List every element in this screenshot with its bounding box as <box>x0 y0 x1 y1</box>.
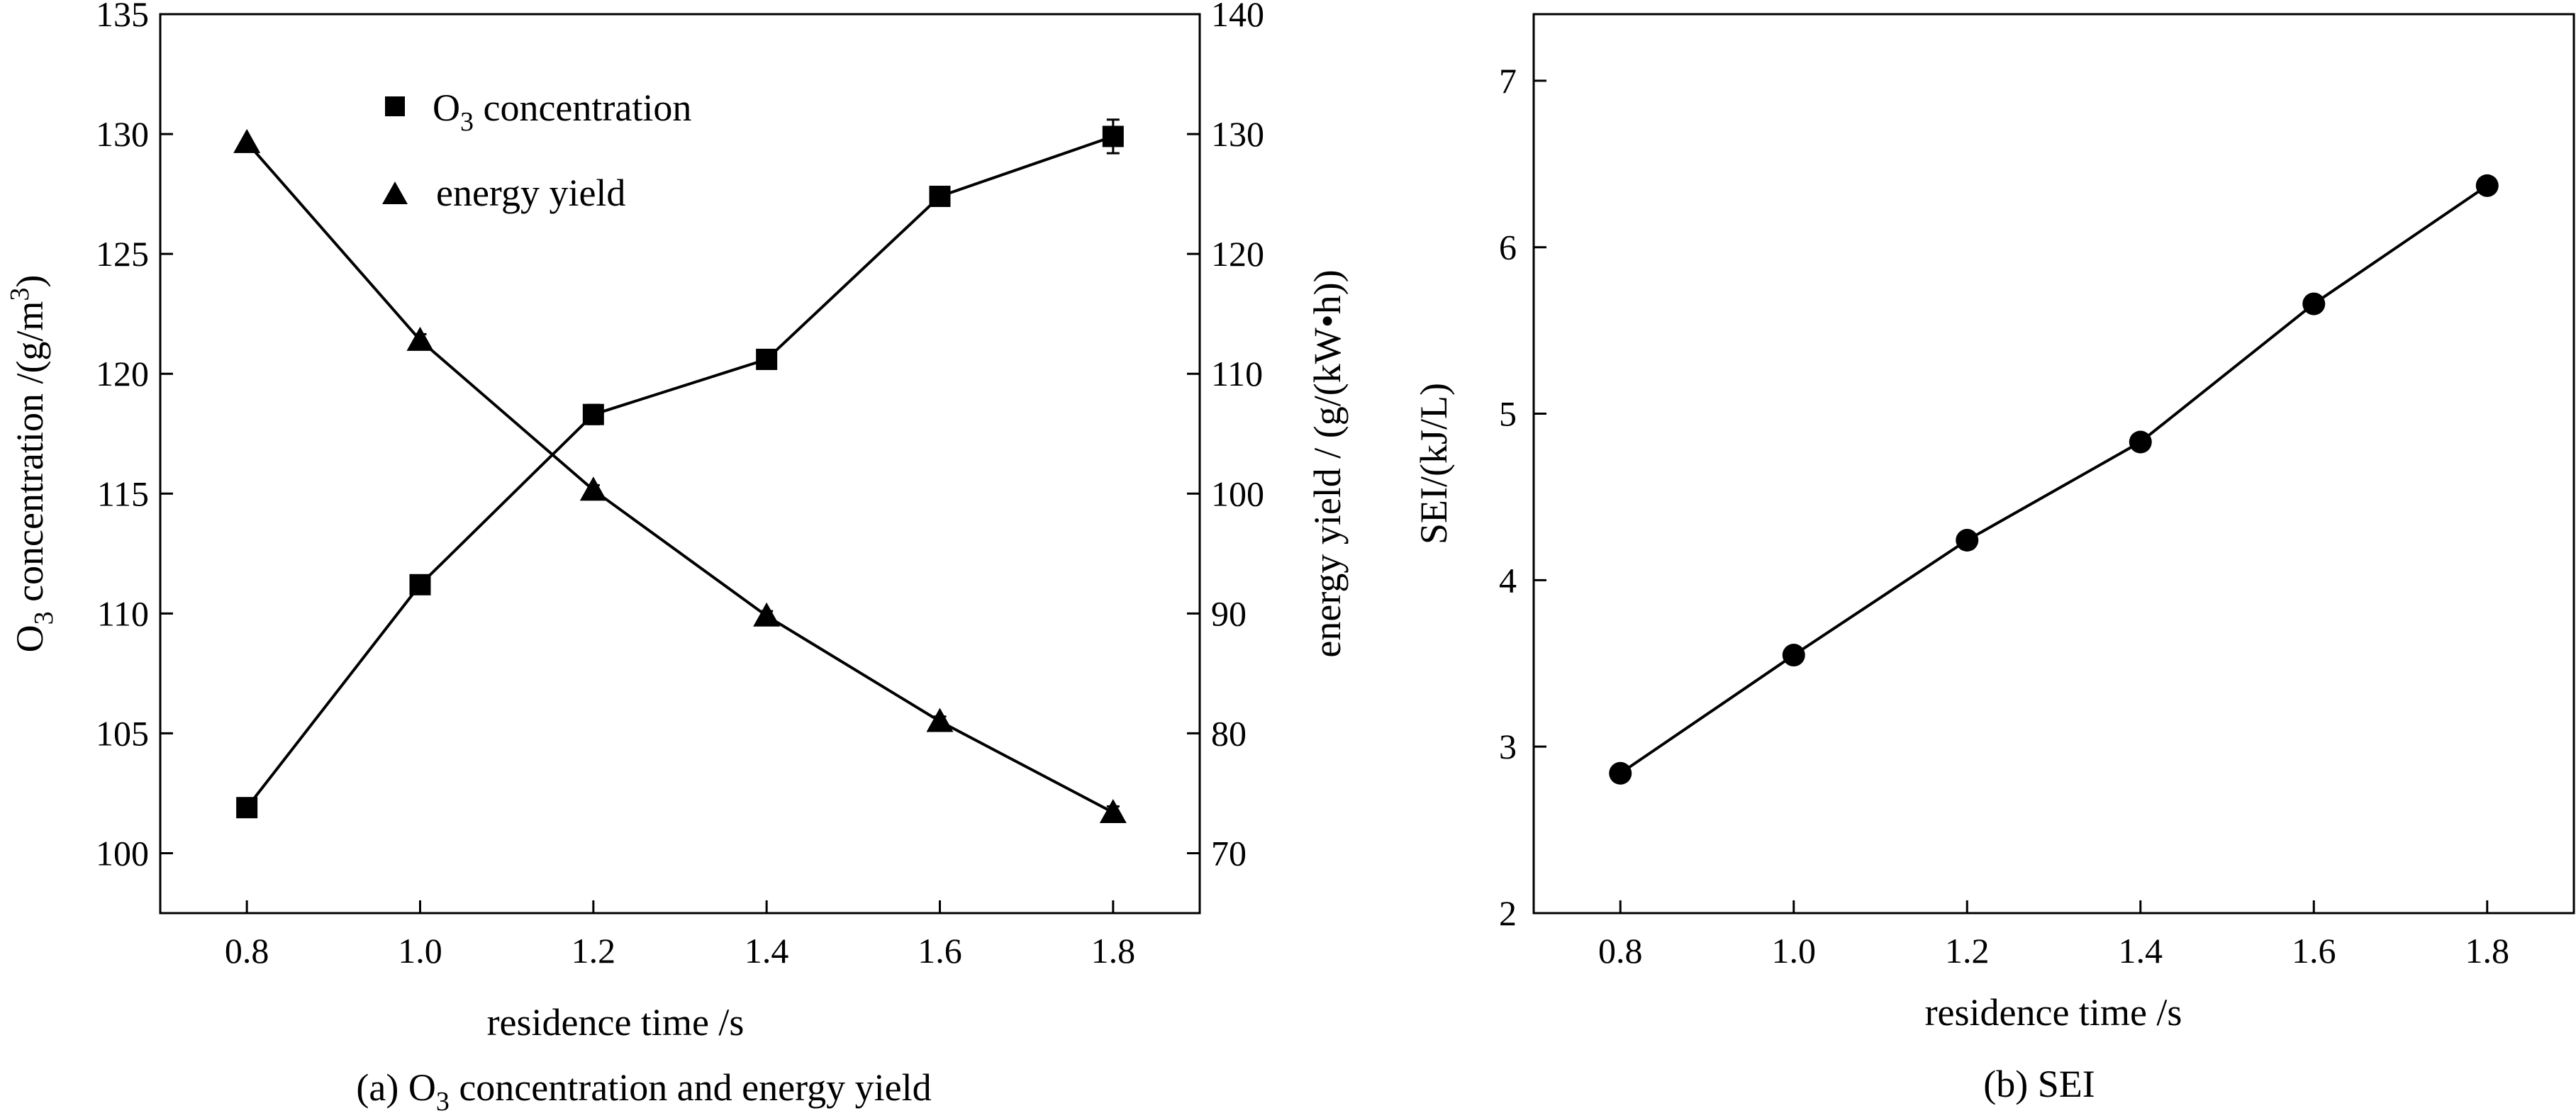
x-tick-label: 1.4 <box>2119 931 2163 971</box>
legend-triangle-marker <box>382 181 408 204</box>
energy-yield-point <box>753 602 781 627</box>
energy-yield-point <box>1099 798 1127 823</box>
sei-point <box>1956 529 1979 552</box>
x-tick-label: 1.0 <box>1772 931 1817 971</box>
energy-yield-point <box>233 128 261 153</box>
o3-concentration-point <box>756 348 778 370</box>
o3-concentration-point <box>1102 125 1124 147</box>
panel-b-y-ticks: 2 3 4 5 6 7 <box>1499 61 1546 933</box>
left-y-tick-label: 130 <box>96 114 149 154</box>
left-y-tick-label: 105 <box>96 713 149 753</box>
panel-a-x-axis-title: residence time /s <box>487 1001 745 1044</box>
panel-a-right-y-ticks: 70 80 90 100 110 120 130 140 <box>1187 0 1264 873</box>
left-y-tick-label: 110 <box>97 593 149 633</box>
left-y-tick-label: 115 <box>97 474 149 513</box>
panel-b-markers <box>1609 174 2499 785</box>
panel-a-series-lines <box>245 135 1114 814</box>
panel-b-y-axis-title: SEI/(kJ/L) <box>1412 383 1455 544</box>
right-y-tick-label: 90 <box>1211 593 1247 633</box>
o3-concentration-point <box>409 574 431 596</box>
x-tick-label: 0.8 <box>225 931 269 971</box>
panel-a-caption: (a) O3 concentration and energy yield <box>356 1066 931 1114</box>
x-tick-label: 1.8 <box>1091 931 1136 971</box>
x-tick-label: 1.6 <box>918 931 962 971</box>
sei-point <box>2129 430 2152 454</box>
energy-yield-point <box>579 476 607 501</box>
panel-a-o3-energy: 0.8 1.0 1.2 1.4 1.6 1.8 100 105 110 115 120 125 130… <box>5 0 1349 1117</box>
legend-label-o3-concentration: O3 concentration <box>433 86 691 137</box>
right-y-tick-label: 120 <box>1211 234 1264 274</box>
panel-b-caption: (b) SEI <box>1983 1063 2095 1105</box>
sei-point <box>1782 644 1805 667</box>
panel-a-x-ticks: 0.8 1.0 1.2 1.4 1.6 1.8 <box>225 900 1135 971</box>
y-tick-label: 3 <box>1499 727 1517 766</box>
panel-a-right-y-axis-title: energy yield / (g/(kW•h)) <box>1306 269 1349 657</box>
energy-yield-point <box>926 708 954 732</box>
energy-yield-point <box>406 326 434 351</box>
panel-a-legend: O3 concentration energy yield <box>382 86 691 214</box>
x-tick-label: 0.8 <box>1598 931 1643 971</box>
right-y-tick-label: 70 <box>1211 833 1247 873</box>
right-y-tick-label: 110 <box>1211 354 1263 393</box>
y-tick-label: 5 <box>1499 394 1517 434</box>
left-y-tick-label: 125 <box>96 234 149 274</box>
panel-b-x-ticks: 0.8 1.0 1.2 1.4 1.6 1.8 <box>1598 900 2509 971</box>
x-tick-label: 1.8 <box>2465 931 2510 971</box>
right-y-tick-label: 140 <box>1211 0 1264 34</box>
y-tick-label: 7 <box>1499 61 1517 101</box>
panel-a-left-y-ticks: 100 105 110 115 120 125 130 135 <box>96 0 173 873</box>
panel-b-sei: 0.8 1.0 1.2 1.4 1.6 1.8 2 3 4 5 6 7 residence time… <box>1412 13 2575 1105</box>
o3-concentration-point <box>929 185 951 207</box>
right-y-tick-label: 100 <box>1211 474 1264 513</box>
right-y-tick-label: 80 <box>1211 713 1247 753</box>
x-tick-label: 1.2 <box>1945 931 1990 971</box>
x-tick-label: 1.0 <box>398 931 442 971</box>
left-y-tick-label: 120 <box>96 354 149 393</box>
x-tick-label: 1.4 <box>745 931 789 971</box>
x-tick-label: 1.2 <box>571 931 616 971</box>
panel-a-error-bars <box>413 118 1120 820</box>
y-tick-label: 2 <box>1499 893 1517 933</box>
sei-point <box>1609 761 1632 785</box>
x-tick-label: 1.6 <box>2292 931 2336 971</box>
o3-concentration-point <box>582 403 604 425</box>
y-tick-label: 6 <box>1499 228 1517 267</box>
panel-b-x-axis-title: residence time /s <box>1925 991 2182 1034</box>
left-y-tick-label: 100 <box>96 833 149 873</box>
panel-a-left-y-axis-title: O3 concentration /(g/m3) <box>5 275 59 653</box>
sei-line <box>1619 184 2488 775</box>
sei-point <box>2475 174 2499 197</box>
energy-yield-line <box>245 141 1114 814</box>
legend-label-energy-yield: energy yield <box>436 172 625 214</box>
o3-concentration-point <box>236 797 258 819</box>
o3-concentration-line <box>245 135 1114 809</box>
y-tick-label: 4 <box>1499 560 1517 600</box>
sei-point <box>2302 292 2326 315</box>
panel-a-plot-frame <box>159 13 1201 915</box>
right-y-tick-label: 130 <box>1211 114 1264 154</box>
panel-b-plot-frame <box>1532 13 2575 915</box>
legend-square-marker <box>385 96 405 116</box>
panel-b-series-line <box>1619 184 2488 775</box>
left-y-tick-label: 135 <box>96 0 149 34</box>
panel-a-markers <box>233 125 1127 823</box>
